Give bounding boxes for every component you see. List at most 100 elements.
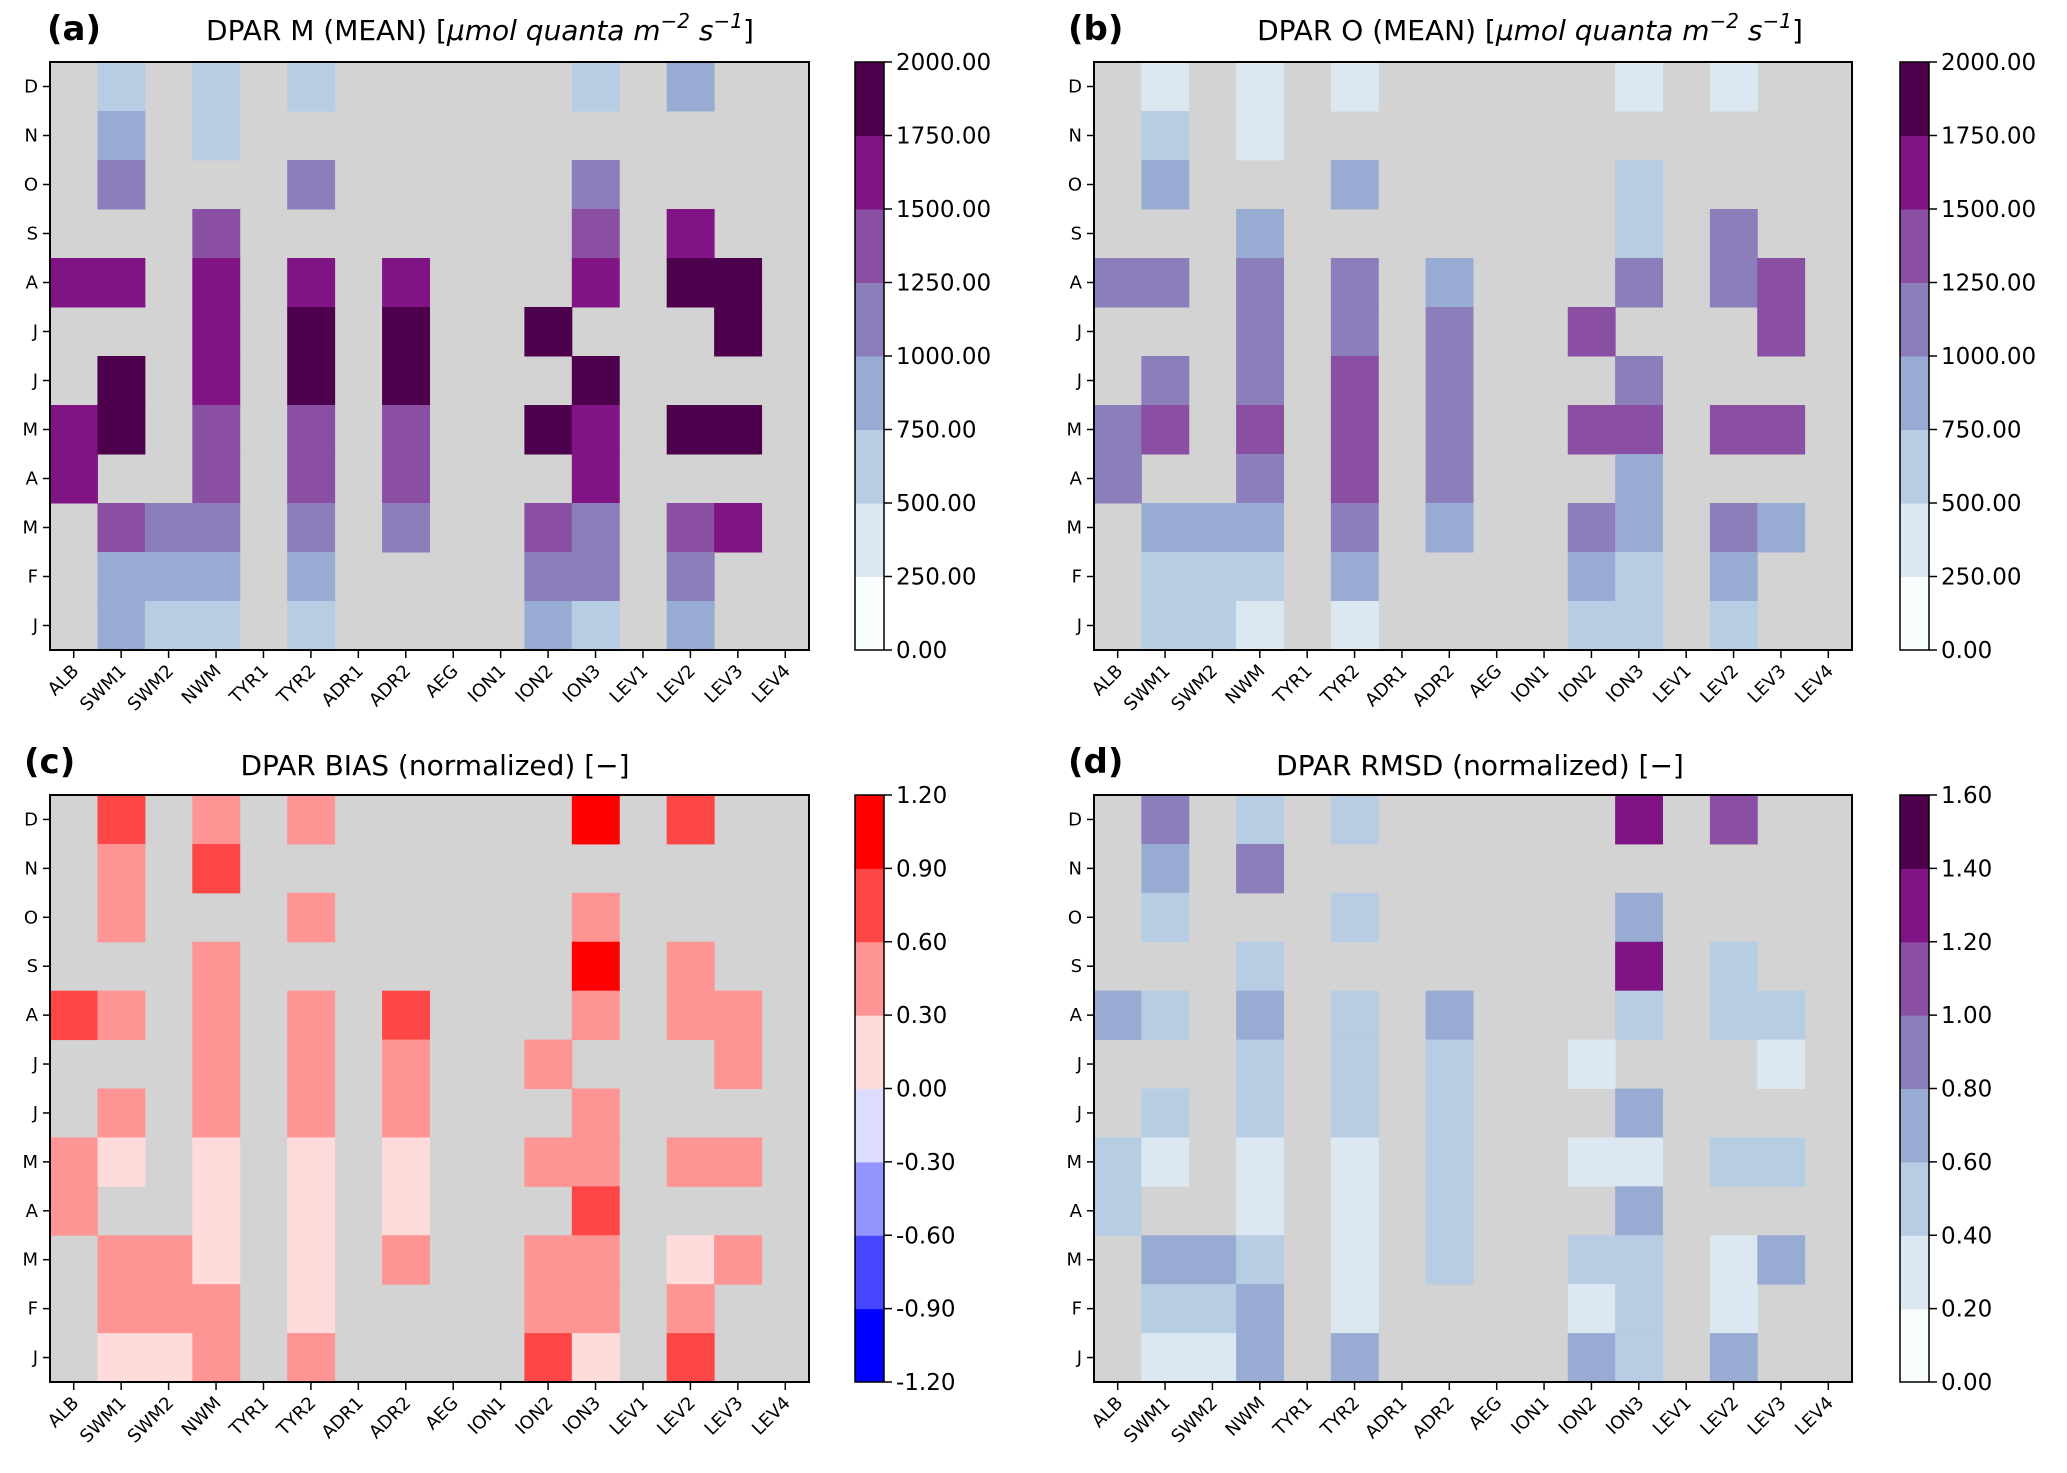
- panel-title: DPAR O (MEAN) [μmol quanta m−2 s−1]: [1257, 9, 1803, 47]
- heatmap-cell: [287, 795, 336, 845]
- colorbar-segment: [855, 282, 884, 357]
- colorbar-segment: [1900, 868, 1929, 943]
- heatmap-cell: [714, 258, 763, 308]
- heatmap-cell: [1330, 307, 1379, 357]
- y-tick-label: D: [1068, 809, 1082, 830]
- title-title-sup2: −1: [1762, 9, 1791, 33]
- colorbar-tick-label: 500.00: [1941, 491, 2021, 517]
- heatmap-cell: [97, 1235, 146, 1285]
- title-title-mid: s: [1739, 14, 1763, 47]
- heatmap-cell: [382, 356, 430, 406]
- heatmap-cell: [1330, 454, 1379, 504]
- heatmap-cell: [1094, 405, 1142, 455]
- heatmap-cell: [1330, 356, 1379, 406]
- y-tick-label: S: [27, 956, 38, 977]
- heatmap-cell: [1236, 405, 1285, 455]
- heatmap-cell: [1567, 552, 1616, 602]
- colorbar-tick-label: 0.90: [896, 856, 947, 882]
- x-tick-label: SWM2: [1167, 1393, 1222, 1448]
- heatmap-cell: [666, 990, 715, 1041]
- heatmap-cell: [1330, 1333, 1379, 1383]
- heatmap-cell: [287, 454, 336, 504]
- heatmap-cell: [1425, 1039, 1474, 1089]
- heatmap-cell: [192, 209, 241, 259]
- heatmap-cell: [1094, 1186, 1142, 1236]
- colorbar-segment: [855, 135, 884, 210]
- heatmap-cell: [571, 1333, 620, 1383]
- heatmap-cell: [571, 160, 620, 210]
- heatmap-cell: [1567, 405, 1616, 455]
- heatmap-cell: [714, 405, 763, 455]
- heatmap-cell: [1567, 307, 1616, 357]
- heatmap-cell: [1330, 1235, 1379, 1285]
- x-tick-label: ION2: [511, 1393, 557, 1439]
- colorbar-tick-label: 1.20: [1941, 930, 1992, 956]
- colorbar-segment: [1900, 1308, 1929, 1383]
- heatmap-cell: [1709, 405, 1758, 455]
- y-tick-label: J: [1076, 1348, 1082, 1369]
- heatmap-cell: [97, 1088, 146, 1138]
- colorbar-tick-label: 1250.00: [896, 271, 991, 297]
- heatmap-cell: [666, 795, 715, 845]
- x-tick-label: ADR2: [1409, 661, 1459, 711]
- x-tick-label: TYR1: [1269, 661, 1317, 709]
- heatmap-cell: [97, 503, 146, 553]
- heatmap-cell: [192, 795, 241, 845]
- heatmap-cell: [1615, 795, 1664, 845]
- heatmap-cell: [1330, 62, 1379, 112]
- heatmap-cell: [571, 405, 620, 455]
- colorbar-segment: [1900, 135, 1929, 210]
- y-tick-label: O: [24, 175, 38, 196]
- heatmap-cell: [97, 601, 146, 651]
- heatmap-cell: [1094, 990, 1142, 1041]
- heatmap-cell: [1330, 1137, 1379, 1187]
- heatmap-cell: [287, 356, 336, 406]
- colorbar-segment: [855, 503, 884, 577]
- heatmap-cell: [287, 1088, 336, 1138]
- heatmap-cell: [50, 258, 98, 308]
- colorbar-tick-label: 750.00: [1941, 418, 2021, 444]
- x-tick-label: LEV1: [606, 1393, 653, 1440]
- heatmap-cell: [192, 601, 241, 651]
- x-tick-label: ION3: [559, 661, 605, 707]
- heatmap-cell: [571, 1186, 620, 1236]
- heatmap-cell: [1615, 990, 1664, 1041]
- colorbar-segment: [1900, 356, 1929, 430]
- heatmap-cell: [1615, 1284, 1664, 1334]
- y-tick-label: A: [26, 1005, 39, 1026]
- y-tick-label: M: [22, 420, 38, 441]
- heatmap-cell: [1567, 601, 1616, 651]
- heatmap-cell: [1615, 209, 1664, 259]
- x-tick-label: ION3: [1602, 1393, 1648, 1439]
- heatmap-cell: [1615, 356, 1664, 406]
- heatmap-cell: [1567, 1235, 1616, 1285]
- heatmap-cell: [382, 1039, 430, 1089]
- y-tick-label: A: [1070, 469, 1083, 490]
- x-tick-label: ADR1: [318, 661, 368, 711]
- heatmap-cell: [287, 307, 336, 357]
- heatmap-cell: [571, 454, 620, 504]
- title-title-mid: s: [690, 14, 714, 47]
- heatmap-cell: [97, 405, 146, 455]
- x-tick-label: LEV3: [701, 661, 748, 708]
- heatmap-cell: [287, 552, 336, 602]
- heatmap-cell: [1615, 1088, 1664, 1138]
- x-tick-label: SWM1: [1120, 661, 1175, 716]
- heatmap-cell: [1615, 160, 1664, 210]
- colorbar-segment: [1900, 282, 1929, 357]
- heatmap-cell: [97, 1284, 146, 1334]
- y-tick-label: J: [32, 371, 38, 392]
- heatmap-cell: [1615, 552, 1664, 602]
- heatmap-cell: [666, 601, 715, 651]
- heatmap-cell: [1709, 795, 1758, 845]
- heatmap-cell: [571, 62, 620, 112]
- y-tick-label: A: [1070, 1201, 1083, 1222]
- x-tick-label: TYR1: [225, 661, 273, 709]
- colorbar-segment: [855, 576, 884, 651]
- x-tick-label: LEV4: [1791, 661, 1838, 708]
- heatmap-cell: [1709, 941, 1758, 992]
- heatmap-cell: [1236, 307, 1285, 357]
- heatmap-cell: [1236, 209, 1285, 259]
- colorbar-tick-label: -0.90: [896, 1297, 956, 1323]
